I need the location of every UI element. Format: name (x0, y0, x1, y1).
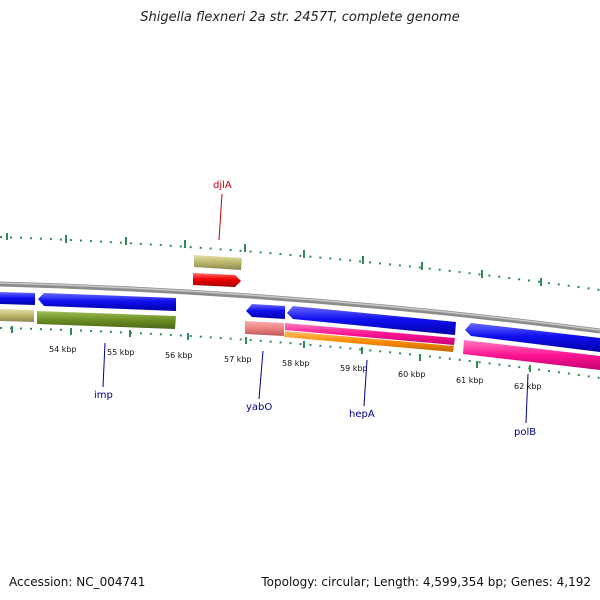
gene-label-imp: imp (94, 390, 113, 401)
scale-label: 61 kbp (456, 376, 484, 385)
yabO-leader-line (258, 350, 264, 400)
pink-gene-polB (463, 340, 600, 370)
scale-label: 59 kbp (340, 364, 368, 373)
djlA-khaki-gene (194, 255, 242, 270)
gene-label-polB: polB (514, 427, 536, 438)
scale-label: 60 kbp (398, 370, 426, 379)
scale-label: 54 kbp (49, 345, 77, 354)
blue-gene-hepA (287, 306, 456, 335)
pink-gene-hepA (285, 323, 455, 345)
scale-label: 55 kbp (107, 348, 135, 357)
lower-major-ticks (11, 326, 531, 372)
gene-label-yabO: yabO (246, 402, 272, 413)
djlA-red-gene (193, 273, 241, 287)
lower-tick-ring (0, 327, 600, 379)
djlA-leader-line (218, 193, 223, 241)
khaki-gene-left-edge (0, 309, 34, 322)
blue-gene-polB (465, 323, 600, 352)
gene-label-djlA: djlA (213, 180, 232, 191)
gene-label-hepA: hepA (349, 409, 375, 420)
genome-backbone (0, 281, 600, 334)
blue-gene-left-edge (0, 292, 35, 305)
polB-leader-line (525, 373, 529, 424)
upper-major-ticks (6, 233, 542, 286)
scale-label: 57 kbp (224, 355, 252, 364)
hepA-leader-line (363, 359, 368, 407)
salmon-gene-yabO (245, 321, 284, 336)
imp-leader-line (102, 342, 106, 388)
orange-gene-hepA (284, 331, 454, 352)
genome-stats-text: Topology: circular; Length: 4,599,354 bp… (261, 575, 591, 589)
upper-tick-ring (0, 236, 600, 291)
blue-gene-small (246, 304, 285, 319)
scale-label: 58 kbp (282, 359, 310, 368)
scale-label: 56 kbp (165, 351, 193, 360)
map-title: Shigella flexneri 2a str. 2457T, complet… (140, 10, 460, 25)
accession-text: Accession: NC_004741 (9, 575, 146, 589)
blue-gene-imp (38, 293, 176, 311)
olive-gene-imp (37, 311, 176, 329)
